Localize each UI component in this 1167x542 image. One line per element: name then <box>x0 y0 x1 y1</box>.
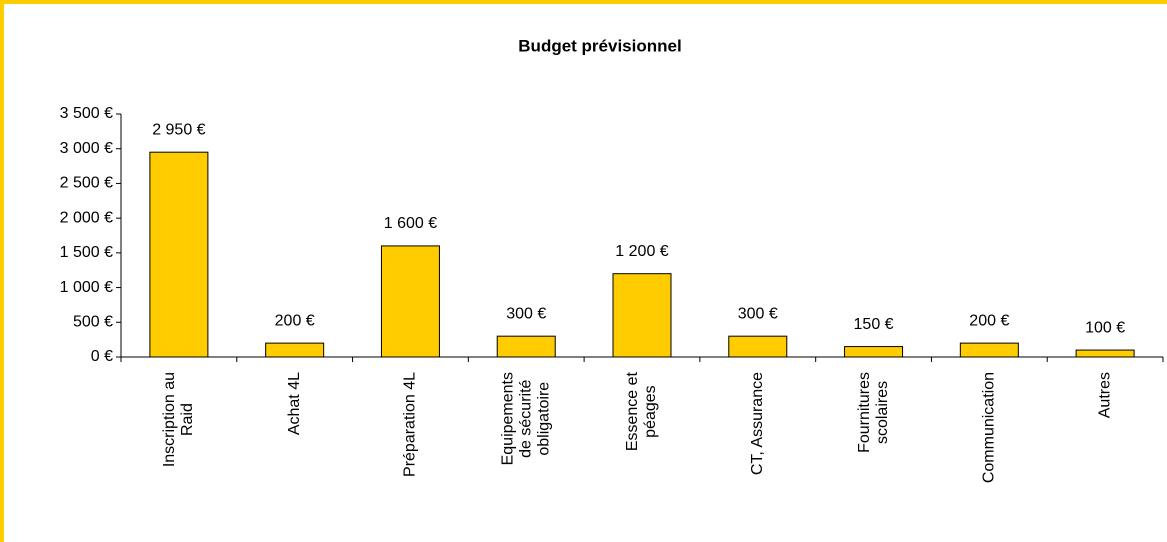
value-label: 100 € <box>1085 319 1125 336</box>
bar <box>265 342 325 358</box>
value-label: 150 € <box>854 316 894 333</box>
y-tick-label: 2 000 € <box>60 209 113 226</box>
y-tick-label: 1 500 € <box>60 244 113 261</box>
y-tick-label: 2 500 € <box>60 175 113 192</box>
bar <box>1075 349 1135 358</box>
chart-title: Budget prévisionnel <box>518 36 681 55</box>
x-tick-label: Equipements <box>499 372 516 465</box>
x-tick-label: CT, Assurance <box>749 372 766 475</box>
value-label: 200 € <box>275 312 315 329</box>
x-tick-label: Autres <box>1096 372 1113 418</box>
y-tick-label: 3 000 € <box>60 140 113 157</box>
y-tick-label: 3 500 € <box>60 105 113 122</box>
value-label: 1 200 € <box>615 243 668 260</box>
x-tick-label: Achat 4L <box>286 372 303 435</box>
x-tick-label: de sécurité <box>517 379 534 457</box>
x-tick-label: Raid <box>179 403 196 436</box>
x-tick-label: scolaires <box>874 381 891 444</box>
y-tick-label: 500 € <box>73 314 113 331</box>
x-tick-label: Préparation 4L <box>402 372 419 477</box>
bar <box>612 273 672 358</box>
x-tick-label: Fournitures <box>856 372 873 453</box>
x-tick-label: péages <box>642 385 659 438</box>
y-tick-label: 0 € <box>91 348 113 365</box>
bar <box>844 346 904 358</box>
bar <box>728 335 788 358</box>
bar <box>959 342 1019 358</box>
x-tick-label: Communication <box>981 372 998 483</box>
bar <box>496 335 556 358</box>
value-label: 200 € <box>969 312 1009 329</box>
value-label: 300 € <box>738 305 778 322</box>
x-tick-label: Inscription au <box>161 372 178 467</box>
y-tick-label: 1 000 € <box>60 279 113 296</box>
value-label: 1 600 € <box>384 215 437 232</box>
x-tick-label: Essence et <box>624 371 641 451</box>
value-label: 2 950 € <box>152 121 205 138</box>
bar <box>149 151 209 358</box>
x-tick-label: obligatoire <box>535 382 552 456</box>
bar <box>380 245 440 358</box>
value-label: 300 € <box>506 305 546 322</box>
